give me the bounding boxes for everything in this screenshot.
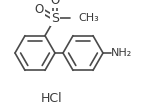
Text: S: S — [51, 12, 59, 25]
Text: O: O — [50, 0, 60, 7]
Text: O: O — [35, 3, 44, 16]
Text: NH₂: NH₂ — [111, 48, 132, 58]
Text: CH₃: CH₃ — [78, 13, 99, 23]
Text: HCl: HCl — [41, 91, 63, 104]
